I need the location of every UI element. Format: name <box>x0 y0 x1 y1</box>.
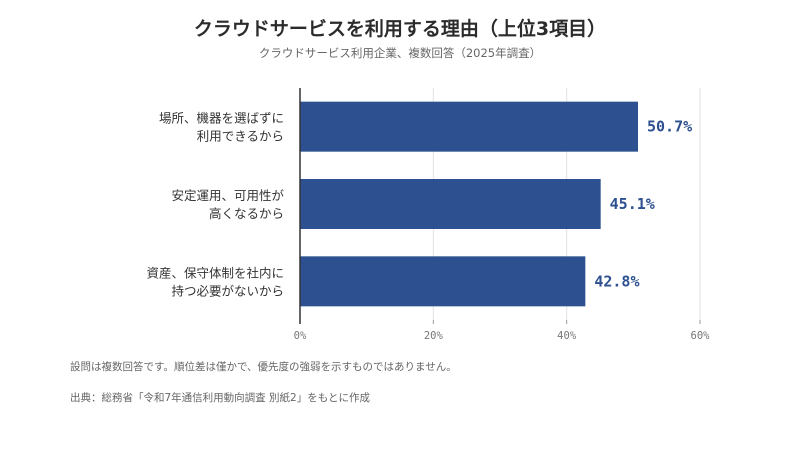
chart-title: クラウドサービスを利用する理由（上位3項目） <box>193 18 607 40</box>
bar <box>300 179 601 229</box>
x-tick-label: 0% <box>294 330 307 342</box>
category-label-line: 安定運用、可用性が <box>171 188 284 203</box>
footnote-source: 出典：総務省「令和7年通信利用動向調査 別紙2」をもとに作成 <box>70 392 370 404</box>
value-label: 50.7% <box>647 118 692 136</box>
x-tick-label: 20% <box>424 330 444 342</box>
x-tick-label: 60% <box>691 330 711 342</box>
footnote-method: 設問は複数回答です。順位差は僅かで、優先度の強弱を示すものではありません。 <box>70 361 457 373</box>
value-label: 42.8% <box>594 272 639 290</box>
category-label: 資産、保守体制を社内に持つ必要がないから <box>146 265 284 298</box>
category-label-line: 場所、機器を選ばずに <box>159 111 284 126</box>
category-label-line: 持つ必要がないから <box>171 283 284 298</box>
x-tick-label: 40% <box>557 330 577 342</box>
value-label: 45.1% <box>610 195 655 213</box>
category-label-line: 利用できるから <box>197 129 284 144</box>
category-label: 安定運用、可用性が高くなるから <box>171 188 284 221</box>
bar <box>300 256 586 307</box>
category-label: 場所、機器を選ばずに利用できるから <box>159 111 284 144</box>
bar-chart: 0% 20% 40% 60% 50.7% 場所、機器を選ばずに利用できるから 45.1% 安定… <box>146 88 711 342</box>
chart-subtitle: クラウドサービス利用企業、複数回答（2025年調査） <box>258 46 542 60</box>
category-label-line: 高くなるから <box>209 206 284 221</box>
category-label-line: 資産、保守体制を社内に <box>146 265 284 280</box>
bar <box>300 101 638 152</box>
